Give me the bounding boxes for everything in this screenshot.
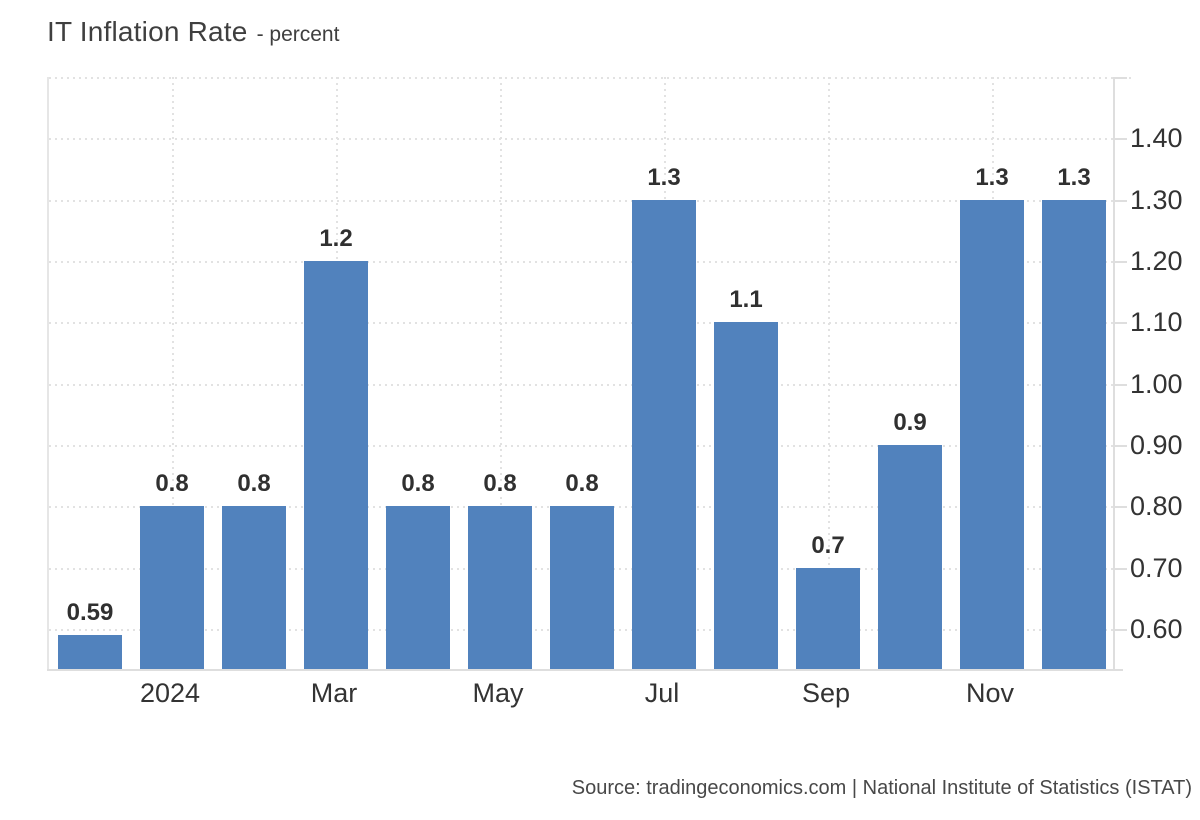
x-axis-line [47, 669, 1123, 671]
y-tick-label: 0.80 [1130, 491, 1183, 521]
v-gridline [500, 77, 502, 669]
y-tick-label: 1.30 [1130, 185, 1183, 215]
h-gridline [49, 261, 1115, 263]
bar-value-label: 1.3 [975, 164, 1009, 191]
y-tick-label: 0.70 [1130, 553, 1183, 583]
bar-value-label: 1.1 [729, 286, 763, 313]
bar-value-label: 0.8 [237, 470, 271, 497]
plot-top-gridline [49, 77, 1135, 79]
plot-area: 0.59 0.8 0.8 1.2 0.8 0.8 0.8 1.3 1.1 0.7 0.9 1.3 1.3 [47, 77, 1135, 669]
y-axis-tick [1115, 138, 1127, 140]
v-gridline [172, 77, 174, 669]
bar[interactable] [58, 635, 122, 669]
y-tick-label: 1.20 [1130, 246, 1183, 276]
bar[interactable] [632, 200, 696, 669]
h-gridline [49, 138, 1115, 140]
h-gridline [49, 384, 1115, 386]
y-axis-tick [1115, 384, 1127, 386]
h-gridline [49, 445, 1115, 447]
bar-value-label: 0.8 [483, 470, 517, 497]
bar-value-label: 0.9 [893, 409, 927, 436]
y-axis-tick [1115, 200, 1127, 202]
bar-value-label: 1.2 [319, 225, 353, 252]
bar[interactable] [304, 261, 368, 669]
y-axis-tick [1115, 568, 1127, 570]
bar[interactable] [140, 506, 204, 669]
bar-value-label: 1.3 [1057, 164, 1091, 191]
bar[interactable] [386, 506, 450, 669]
y-tick-label: 0.90 [1130, 430, 1183, 460]
bar[interactable] [550, 506, 614, 669]
y-axis-tick [1115, 629, 1127, 631]
chart-subtitle: - percent [256, 23, 340, 46]
chart-header: IT Inflation Rate - percent [47, 16, 339, 48]
x-tick-label: Nov [965, 678, 1015, 708]
bar-value-label: 0.59 [66, 599, 114, 626]
bar[interactable] [468, 506, 532, 669]
y-tick-label: 1.10 [1130, 307, 1183, 337]
y-axis-line [1113, 77, 1115, 671]
x-tick-label: Jul [644, 678, 680, 708]
y-tick-label: 1.00 [1130, 369, 1183, 399]
bar[interactable] [714, 322, 778, 669]
y-tick-label: 0.60 [1130, 614, 1183, 644]
y-axis-tick [1115, 506, 1127, 508]
y-axis-tick [1115, 261, 1127, 263]
bar-value-label: 0.8 [401, 470, 435, 497]
y-axis-tick [1115, 77, 1127, 79]
x-tick-label: 2024 [139, 678, 201, 708]
h-gridline [49, 322, 1115, 324]
bar[interactable] [796, 568, 860, 669]
bar-value-label: 0.7 [811, 532, 845, 559]
bar[interactable] [878, 445, 942, 669]
bar[interactable] [960, 200, 1024, 669]
x-tick-label: May [472, 678, 524, 708]
y-axis-tick [1115, 322, 1127, 324]
source-credit: Source: tradingeconomics.com | National … [571, 777, 1192, 799]
bar-value-label: 0.8 [155, 470, 189, 497]
v-gridline [828, 77, 830, 669]
bar-value-label: 0.8 [565, 470, 599, 497]
bar-value-label: 1.3 [647, 164, 681, 191]
x-tick-label: Sep [801, 678, 851, 708]
bar[interactable] [222, 506, 286, 669]
x-tick-label: Mar [310, 678, 358, 708]
chart-title: IT Inflation Rate [47, 16, 248, 47]
h-gridline [49, 200, 1115, 202]
y-tick-label: 1.40 [1130, 123, 1183, 153]
y-axis-tick [1115, 445, 1127, 447]
bar[interactable] [1042, 200, 1106, 669]
